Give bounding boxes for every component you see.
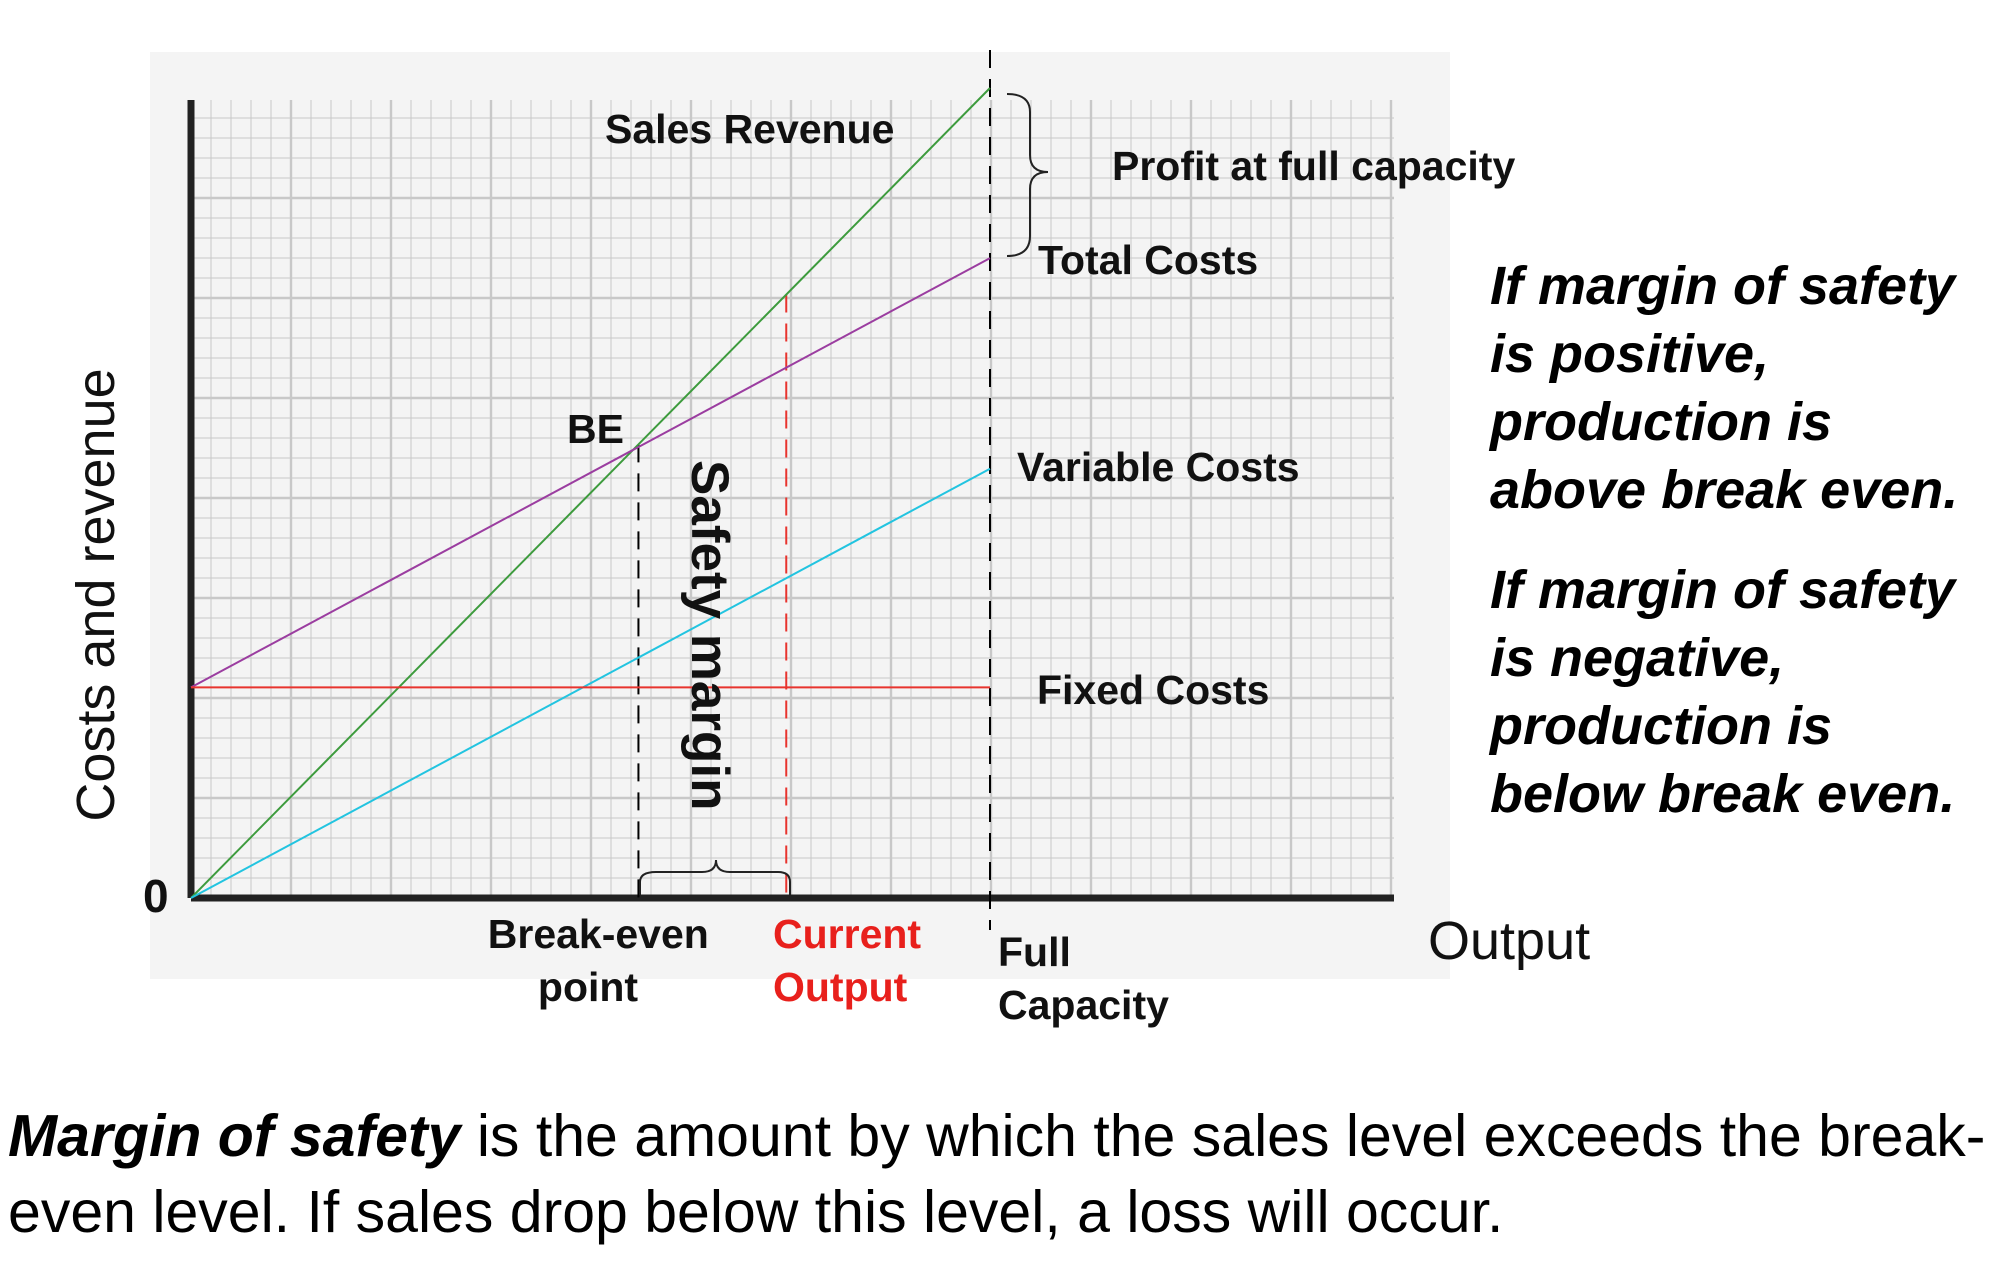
profit-label: Profit at full capacity xyxy=(1112,143,1515,189)
chart-background xyxy=(150,52,1450,979)
series-line-sales-revenue xyxy=(190,87,991,899)
break-even-point-label: BE xyxy=(567,406,624,452)
output-markers xyxy=(637,50,991,930)
x-axis-label: Output xyxy=(1428,911,1590,971)
y-axis-label: Costs and revenue xyxy=(66,368,126,821)
safety-margin-label: Safety margin xyxy=(680,460,739,811)
series-line-variable-costs xyxy=(190,467,991,899)
break-even-marker-label: Break-even point xyxy=(488,911,720,1010)
axes xyxy=(187,100,1394,902)
safety-margin-brace xyxy=(639,859,791,895)
series-line-total-costs xyxy=(190,257,991,689)
variable-costs-label: Variable Costs xyxy=(1017,444,1300,490)
definition-term: Margin of safety xyxy=(8,1103,461,1169)
current-output-marker-label: Current Output xyxy=(773,911,932,1010)
origin-label: 0 xyxy=(143,870,169,922)
margin-of-safety-definition: Margin of safety is the amount by which … xyxy=(8,1098,1998,1250)
full-capacity-marker-label: Full Capacity xyxy=(998,929,1169,1028)
profit-brace xyxy=(1006,93,1049,257)
chart-grid xyxy=(189,100,1394,900)
sales-revenue-label: Sales Revenue xyxy=(605,106,894,152)
negative-margin-note: If margin of safety is negative, product… xyxy=(1490,560,1956,824)
positive-margin-note: If margin of safety is positive, product… xyxy=(1490,256,1959,520)
definition-text: is the amount by which the sales level e… xyxy=(8,1103,1986,1245)
total-costs-label: Total Costs xyxy=(1038,237,1258,283)
chart-series xyxy=(190,87,991,899)
fixed-costs-label: Fixed Costs xyxy=(1037,667,1269,713)
